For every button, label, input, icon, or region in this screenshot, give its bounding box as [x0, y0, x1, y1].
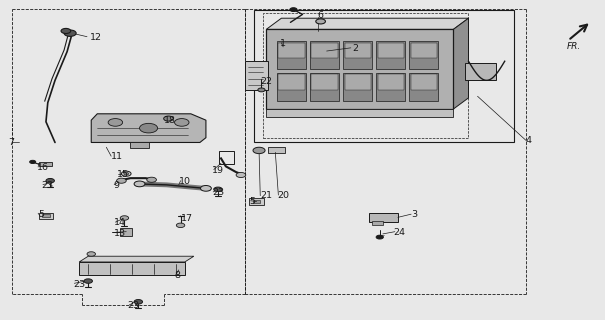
Bar	[277, 73, 306, 101]
Bar	[378, 43, 404, 58]
Text: 23: 23	[42, 181, 54, 190]
Text: 18: 18	[164, 116, 175, 125]
Text: 6: 6	[318, 11, 324, 20]
Circle shape	[64, 30, 76, 36]
Circle shape	[108, 119, 123, 126]
Circle shape	[46, 179, 54, 183]
Bar	[263, 13, 468, 138]
Text: 12: 12	[90, 33, 102, 42]
Circle shape	[134, 181, 145, 187]
Polygon shape	[79, 256, 194, 262]
Bar	[410, 41, 438, 69]
Text: 23: 23	[212, 188, 224, 197]
Circle shape	[164, 116, 173, 121]
Circle shape	[214, 187, 222, 192]
Text: 16: 16	[37, 164, 49, 172]
Text: FR.: FR.	[567, 42, 581, 51]
Text: 14: 14	[114, 218, 126, 227]
Text: 5: 5	[249, 197, 255, 206]
Circle shape	[376, 235, 384, 239]
Circle shape	[316, 19, 325, 24]
Circle shape	[236, 172, 246, 178]
Text: 3: 3	[411, 210, 417, 219]
Circle shape	[117, 178, 126, 183]
Bar	[219, 151, 234, 164]
Polygon shape	[266, 18, 468, 29]
Text: —: —	[378, 232, 384, 238]
Bar	[411, 75, 437, 90]
Polygon shape	[453, 18, 468, 109]
Text: 24: 24	[393, 228, 405, 237]
Text: 11: 11	[111, 152, 123, 161]
Bar	[343, 41, 372, 69]
Bar	[411, 43, 437, 58]
Bar	[344, 75, 371, 90]
Text: 7: 7	[8, 138, 14, 147]
Bar	[42, 214, 50, 217]
Text: 23: 23	[128, 301, 140, 310]
Text: 19: 19	[212, 166, 224, 175]
Text: 8: 8	[174, 271, 180, 280]
Bar	[278, 75, 305, 90]
Circle shape	[124, 172, 129, 175]
Bar	[245, 61, 268, 90]
Bar	[79, 262, 185, 275]
Text: 17: 17	[180, 214, 192, 223]
Text: 1: 1	[280, 39, 286, 48]
Text: 20: 20	[277, 191, 289, 200]
Bar	[344, 43, 371, 58]
Circle shape	[253, 147, 265, 154]
Circle shape	[147, 177, 157, 182]
Text: 23: 23	[73, 280, 85, 289]
Bar	[120, 228, 132, 236]
Circle shape	[258, 88, 265, 92]
Bar	[131, 142, 149, 148]
Bar	[465, 63, 495, 80]
Circle shape	[176, 223, 185, 228]
Circle shape	[200, 186, 211, 191]
Bar	[372, 221, 383, 225]
Bar	[266, 109, 453, 117]
Bar	[310, 41, 339, 69]
Bar	[39, 162, 52, 166]
Text: 9: 9	[113, 181, 119, 190]
Bar	[312, 75, 338, 90]
Circle shape	[174, 119, 189, 126]
Text: 5: 5	[38, 210, 44, 219]
Text: 13: 13	[114, 229, 126, 238]
Circle shape	[290, 8, 297, 12]
Circle shape	[120, 216, 129, 220]
Bar	[39, 212, 53, 219]
Bar	[254, 10, 514, 142]
Circle shape	[122, 171, 131, 176]
Bar	[410, 73, 438, 101]
Text: 22: 22	[260, 77, 272, 86]
Bar	[376, 73, 405, 101]
Bar	[378, 75, 404, 90]
Circle shape	[140, 123, 158, 133]
Bar	[277, 41, 306, 69]
Text: 2: 2	[353, 44, 359, 53]
Bar	[268, 147, 285, 153]
Circle shape	[84, 279, 93, 283]
Bar	[253, 200, 260, 203]
Text: 10: 10	[179, 177, 191, 186]
Bar	[343, 73, 372, 101]
Circle shape	[30, 160, 36, 164]
Bar	[249, 198, 264, 204]
Circle shape	[61, 28, 71, 34]
Bar	[266, 29, 453, 109]
Circle shape	[87, 252, 96, 256]
Bar	[376, 41, 405, 69]
Bar	[310, 73, 339, 101]
Text: 4: 4	[526, 136, 532, 145]
Bar	[278, 43, 305, 58]
Bar	[369, 212, 398, 222]
Text: 15: 15	[117, 170, 129, 179]
Text: 21: 21	[260, 191, 272, 200]
Bar	[312, 43, 338, 58]
Polygon shape	[91, 114, 206, 142]
Circle shape	[134, 300, 143, 304]
